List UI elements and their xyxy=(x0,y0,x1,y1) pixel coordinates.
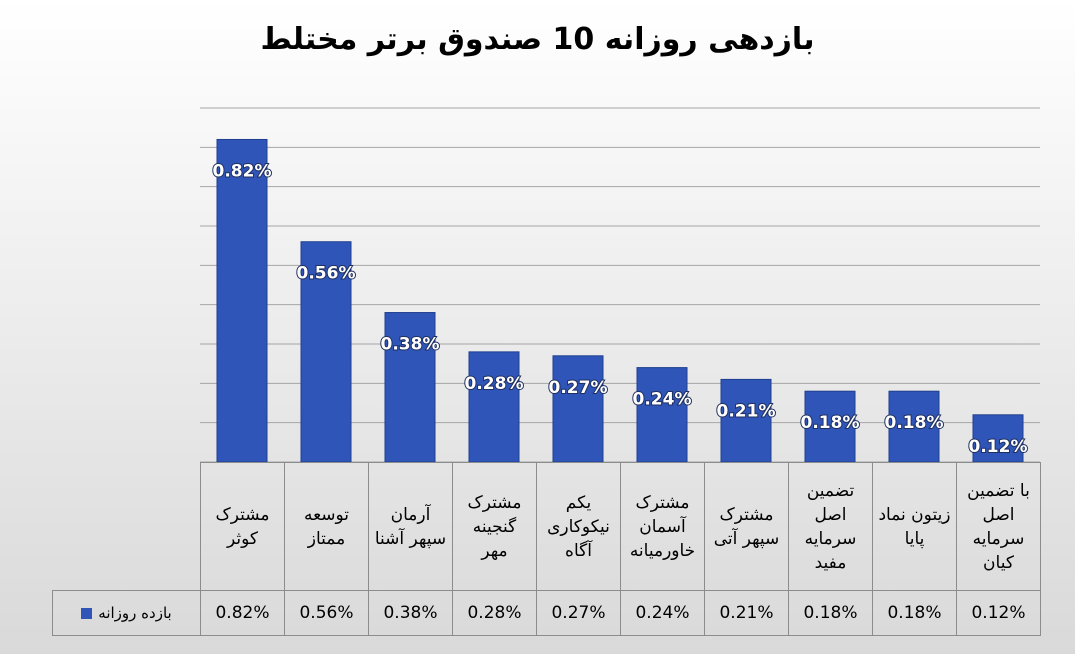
table-value: 0.12% xyxy=(956,590,1041,636)
category-cell: مشترک کوثر xyxy=(200,462,285,591)
table-value: 0.18% xyxy=(872,590,957,636)
bar xyxy=(804,390,856,463)
category-cell: مشترک سپهر آتی xyxy=(704,462,789,591)
value-label: 0.27% xyxy=(549,378,608,398)
category-cell: مشترک آسمان خاورمیانه xyxy=(620,462,705,591)
value-label: 0.18% xyxy=(885,413,944,433)
legend-label: بازده روزانه xyxy=(98,604,172,622)
table-value: 0.28% xyxy=(452,590,537,636)
category-cell: توسعه ممتاز xyxy=(284,462,369,591)
bar xyxy=(888,390,940,463)
table-value: 0.56% xyxy=(284,590,369,636)
table-value: 0.21% xyxy=(704,590,789,636)
category-cell: مشترک گنجینه مهر xyxy=(452,462,537,591)
table-value: 0.24% xyxy=(620,590,705,636)
value-label: 0.12% xyxy=(969,437,1028,457)
value-label: 0.56% xyxy=(297,264,356,284)
bar xyxy=(216,138,268,463)
bar xyxy=(552,355,604,463)
category-cell: زیتون نماد پایا xyxy=(872,462,957,591)
value-label: 0.38% xyxy=(381,335,440,355)
legend-key xyxy=(81,607,93,619)
bar xyxy=(972,414,1024,463)
bar xyxy=(636,367,688,463)
category-cell: تضمین اصل سرمایه مفید xyxy=(788,462,873,591)
legend-cell: بازده روزانه xyxy=(52,590,201,636)
table-value: 0.38% xyxy=(368,590,453,636)
chart-title: بازدهی روزانه 10 صندوق برتر مختلط xyxy=(260,22,815,57)
value-label: 0.21% xyxy=(717,401,776,421)
category-cell: یکم نیکوکاری آگاه xyxy=(536,462,621,591)
value-label: 0.24% xyxy=(633,390,692,410)
table-value: 0.27% xyxy=(536,590,621,636)
bar xyxy=(468,351,520,463)
bar xyxy=(384,312,436,463)
value-label: 0.18% xyxy=(801,413,860,433)
value-label: 0.28% xyxy=(465,374,524,394)
table-value: 0.18% xyxy=(788,590,873,636)
category-cell: آرمان سپهر آشنا xyxy=(368,462,453,591)
value-label: 0.82% xyxy=(213,161,272,181)
bar xyxy=(720,378,772,463)
category-cell: با تضمین اصل سرمایه کیان xyxy=(956,462,1041,591)
table-value: 0.82% xyxy=(200,590,285,636)
